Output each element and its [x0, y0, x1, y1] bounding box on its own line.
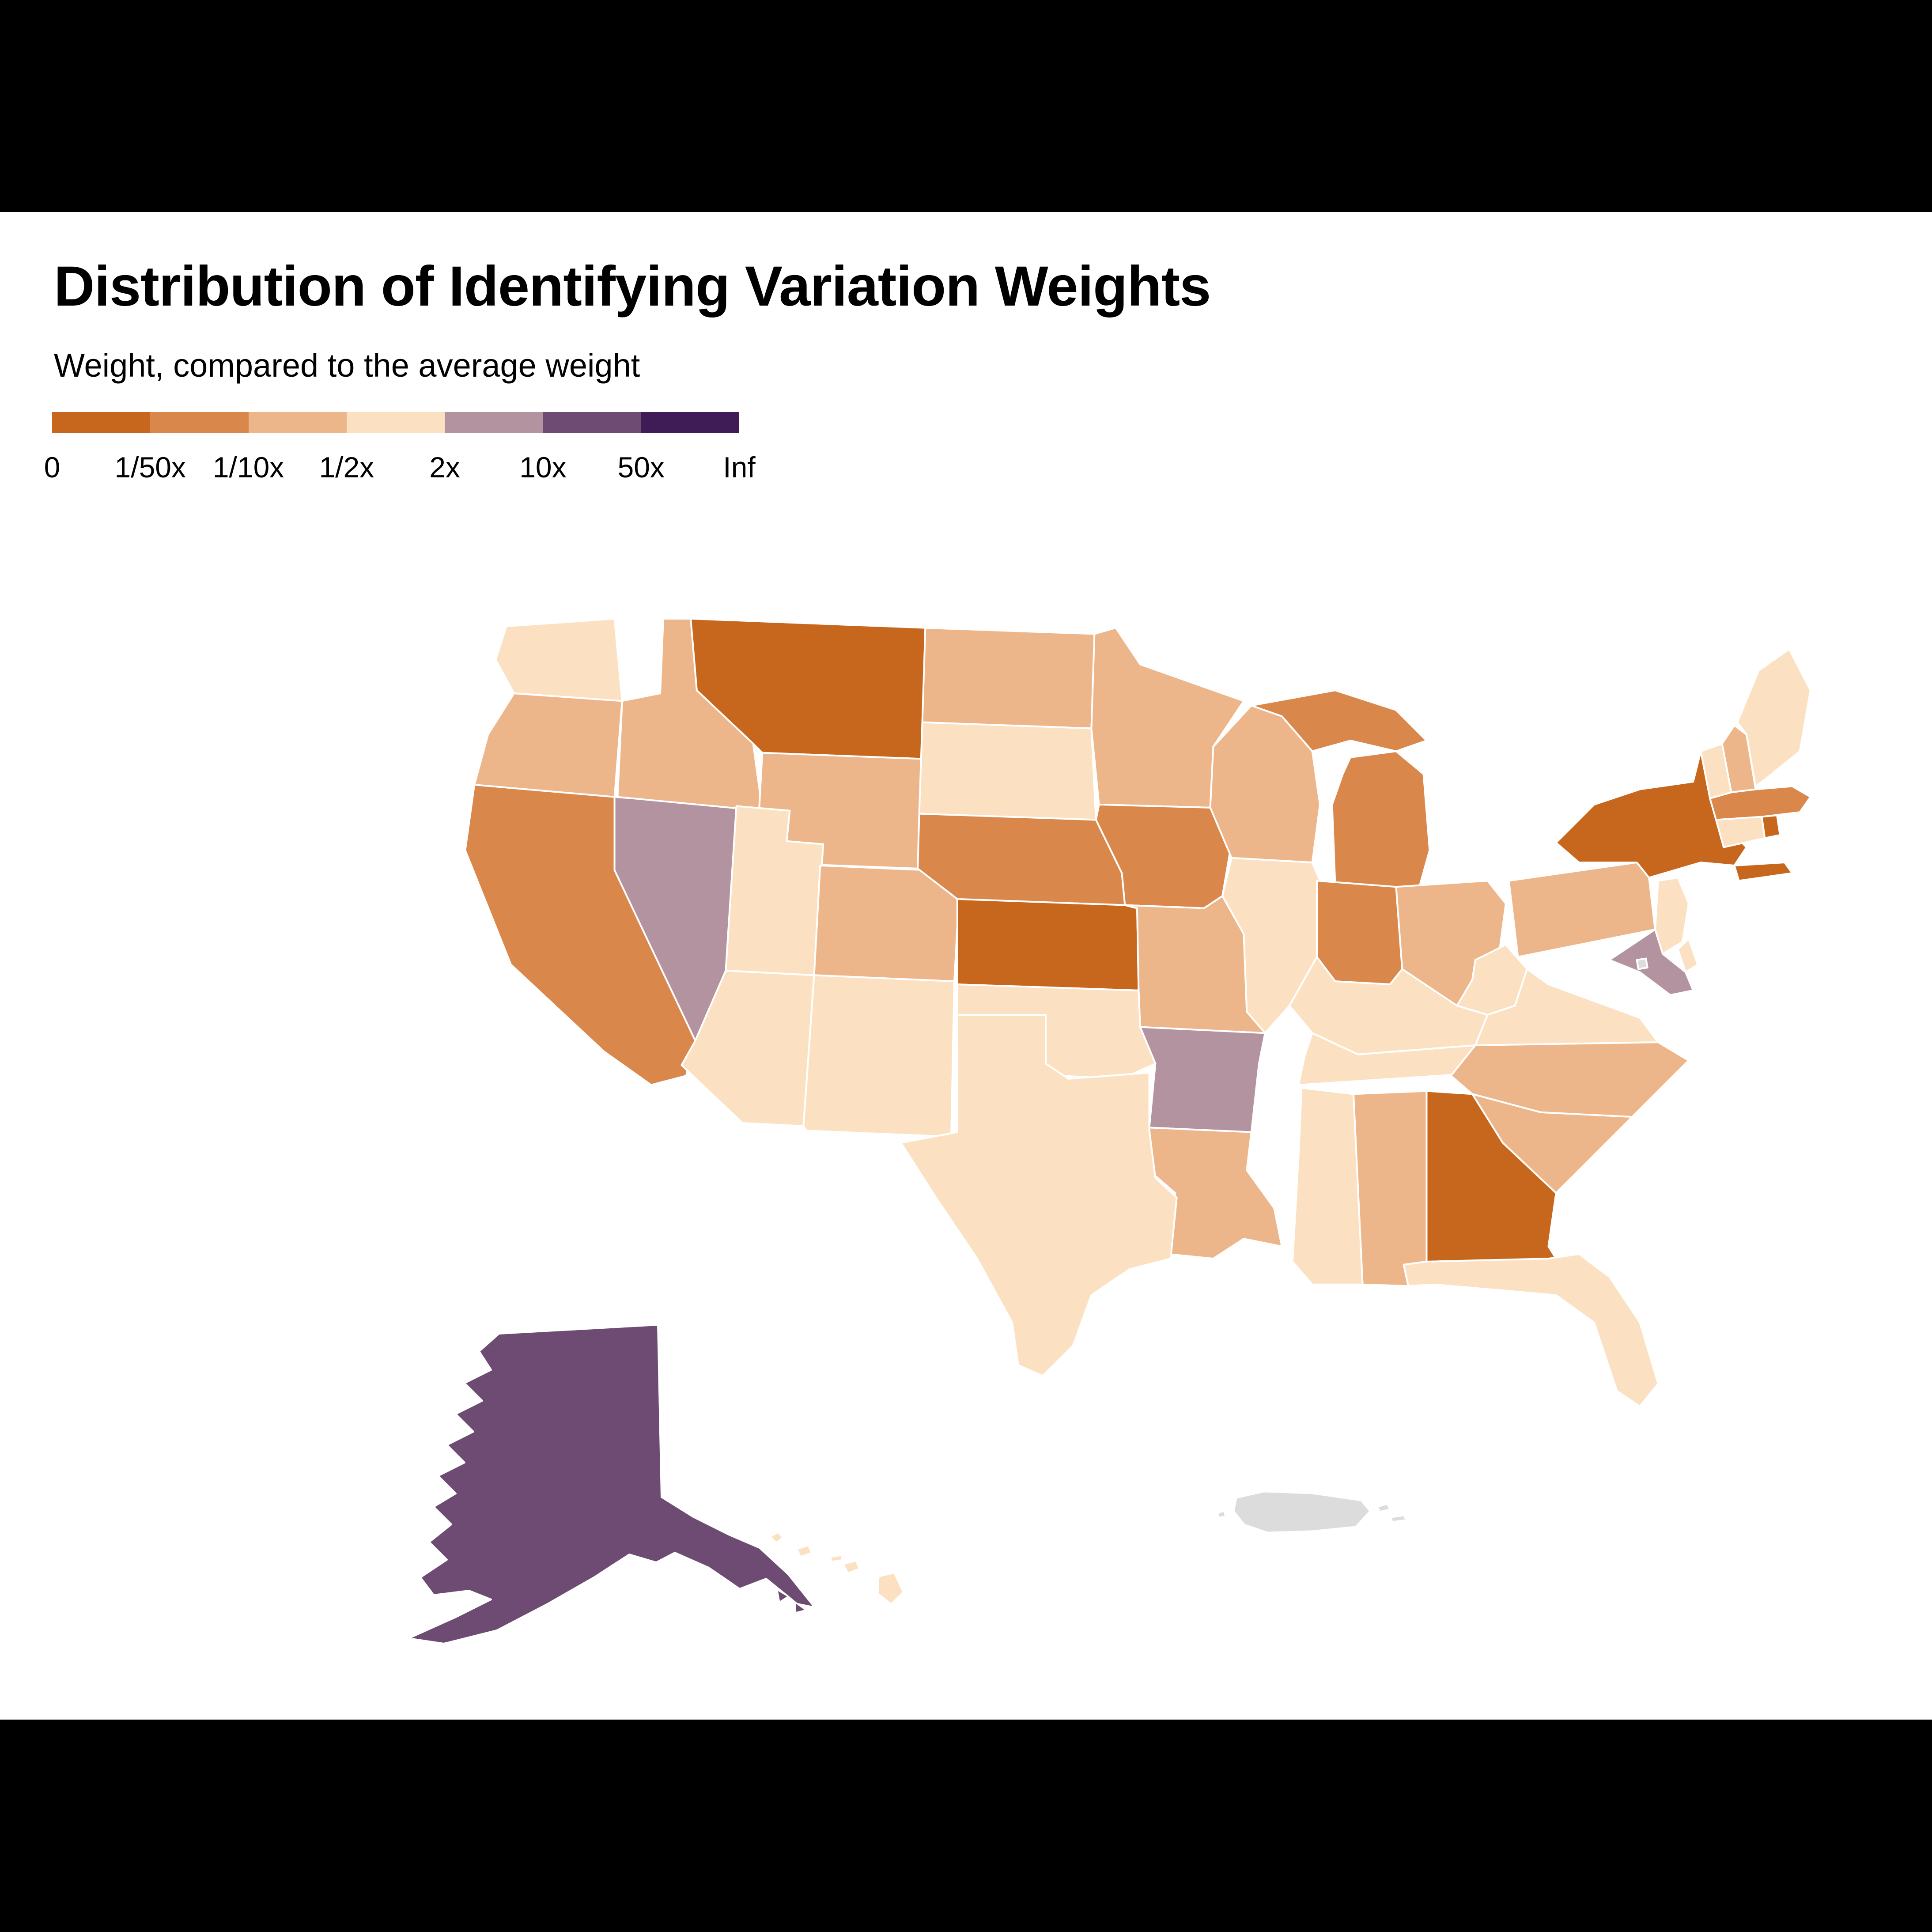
- legend-tick-label: Inf: [723, 451, 756, 484]
- legend-tick-label: 1/2x: [319, 451, 374, 484]
- state-ne: [917, 813, 1126, 906]
- legend-swatch-1/2x-2x: [346, 412, 445, 433]
- legend-swatch-2x-10x: [445, 412, 543, 433]
- territory-pr: [1217, 1510, 1226, 1518]
- state-ak-island: [776, 1589, 789, 1603]
- legend-tick-labels: 0 1/50x 1/10x 1/2x 2x 10x 50x Inf: [0, 450, 795, 486]
- legend-tick-label: 0: [44, 451, 60, 484]
- state-sd: [918, 721, 1097, 821]
- state-nd: [921, 627, 1096, 730]
- state-hi-island: [843, 1560, 860, 1574]
- us-choropleth-map: [408, 618, 1811, 1645]
- state-de: [1677, 938, 1699, 973]
- state-nm: [802, 974, 955, 1138]
- state-hi-island: [796, 1545, 813, 1558]
- state-in: [1316, 880, 1403, 986]
- legend-swatch-0-1/50x: [52, 412, 151, 433]
- territory-pr: [1377, 1503, 1391, 1512]
- figure-canvas: Distribution of Identifying Variation We…: [0, 212, 1932, 1720]
- territory-pr: [1390, 1515, 1406, 1523]
- legend-tick-label: 1/10x: [212, 451, 284, 484]
- state-md: [1608, 928, 1694, 996]
- legend-swatch-1/50x-1/10x: [150, 412, 249, 433]
- state-hi-island: [877, 1572, 904, 1605]
- state-ar: [1139, 1026, 1266, 1133]
- state-wa: [495, 618, 623, 702]
- state-hi-island: [770, 1531, 783, 1543]
- legend-color-bar: [52, 412, 739, 433]
- state-pa: [1508, 862, 1656, 958]
- legend-tick-label: 1/50x: [114, 451, 186, 484]
- state-la: [1148, 1127, 1283, 1260]
- state-ny: [1733, 862, 1793, 882]
- state-al: [1352, 1090, 1428, 1287]
- state-il: [1221, 857, 1321, 1034]
- state-tx: [900, 1014, 1178, 1377]
- legend-tick-label: 50x: [617, 451, 665, 484]
- legend-title: Weight, compared to the average weight: [54, 347, 640, 384]
- chart-title: Distribution of Identifying Variation We…: [54, 255, 1211, 318]
- state-ct: [1715, 816, 1766, 848]
- legend-tick-label: 10x: [519, 451, 567, 484]
- state-ks: [956, 898, 1140, 991]
- legend-tick-label: 2x: [429, 451, 460, 484]
- state-mi: [1331, 750, 1431, 889]
- state-or: [473, 692, 623, 798]
- state-dc: [1636, 957, 1648, 970]
- state-hi-island: [829, 1554, 843, 1562]
- territory-pr: [1233, 1491, 1371, 1533]
- state-fl: [1403, 1253, 1659, 1407]
- state-ak-island: [794, 1601, 807, 1614]
- state-me: [1736, 648, 1811, 787]
- legend-swatch-10x-50x: [543, 412, 641, 433]
- legend-swatch-50x-Inf: [641, 412, 739, 433]
- state-ms: [1291, 1087, 1364, 1285]
- state-ak: [408, 1324, 816, 1645]
- legend-swatch-1/10x-1/2x: [248, 412, 347, 433]
